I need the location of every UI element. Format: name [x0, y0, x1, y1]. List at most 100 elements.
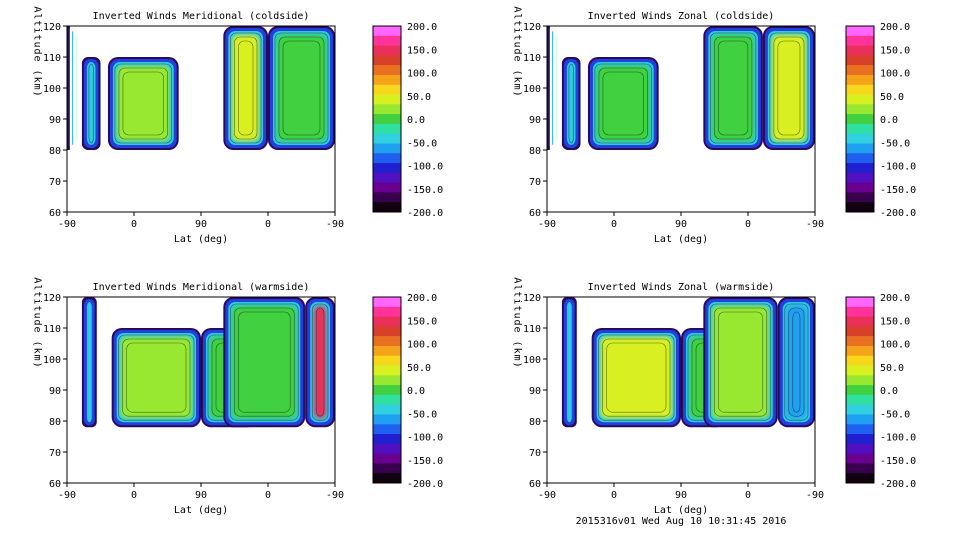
colorbar: 200.0 150.0 100.0 50.0 0.0 -50.0 -100.0 -150.0 -… — [845, 22, 916, 219]
colorbar-swatch — [373, 104, 401, 115]
colorbar-swatch — [373, 153, 401, 164]
colorbar-swatch — [846, 424, 874, 435]
contour-line — [714, 307, 768, 417]
contour-line — [315, 307, 325, 417]
data-region-1 — [547, 26, 557, 150]
colorbar-swatch — [373, 326, 401, 337]
x-tick-label: 0 — [131, 490, 137, 501]
colorbar-swatch — [373, 123, 401, 135]
y-tick-label: 110 — [523, 324, 541, 335]
colorbar-swatch — [846, 202, 874, 213]
colorbar-swatch — [373, 316, 401, 327]
colorbar-swatch — [846, 326, 874, 337]
data-region-5 — [777, 297, 815, 428]
region-band-blue — [69, 28, 70, 148]
contour-line — [230, 303, 299, 421]
colorbar-tick-label: -100.0 — [407, 162, 443, 173]
colorbar-swatch — [846, 316, 874, 327]
y-tick-label: 60 — [49, 208, 61, 219]
data-region-2 — [561, 57, 581, 150]
colorbar-tick-label: 0.0 — [407, 386, 425, 397]
region-band-cyan — [86, 302, 92, 423]
colorbar-tick-label: -150.0 — [407, 456, 443, 467]
colorbar-swatch — [846, 55, 874, 66]
y-axis-label: Altitude (km) — [32, 6, 43, 97]
colorbar-swatch — [373, 404, 401, 415]
contour-line — [122, 338, 191, 417]
colorbar-swatch — [846, 172, 874, 184]
colorbar-tick-label: -200.0 — [407, 208, 443, 219]
x-tick-label: 0 — [611, 490, 617, 501]
data-region-1 — [81, 297, 97, 428]
region-core — [771, 35, 806, 141]
x-tick-label: 90 — [675, 219, 687, 230]
colorbar-tick-label: -150.0 — [407, 185, 443, 196]
colorbar-tick-label: -100.0 — [880, 433, 916, 444]
contour-line — [606, 342, 667, 413]
y-tick-label: 110 — [43, 53, 61, 64]
region-core — [116, 66, 170, 141]
y-axis-label: Altitude (km) — [512, 6, 523, 97]
chart-title: Inverted Winds Zonal (coldside) — [588, 11, 775, 22]
data-region-5 — [762, 26, 815, 150]
region-core — [596, 66, 650, 141]
colorbar-swatch — [373, 345, 401, 357]
colorbar-swatch — [846, 404, 874, 415]
colorbar-tick-label: 50.0 — [407, 92, 431, 103]
colorbar-tick-label: 200.0 — [407, 22, 437, 33]
x-axis-label: Lat (deg) — [174, 234, 228, 245]
y-tick-label: 90 — [49, 115, 61, 126]
y-tick-label: 80 — [529, 146, 541, 157]
colorbar-swatch — [846, 114, 874, 125]
region-core — [556, 35, 557, 141]
colorbar-tick-label: 200.0 — [880, 293, 910, 304]
colorbar-tick-label: 150.0 — [407, 45, 437, 56]
colorbar-swatch — [846, 434, 874, 445]
colorbar-swatch — [373, 355, 401, 367]
contour-line — [784, 303, 809, 421]
data-region-2 — [111, 328, 201, 428]
y-tick-label: 80 — [529, 417, 541, 428]
colorbar-tick-label: -200.0 — [407, 479, 443, 490]
y-tick-label: 100 — [523, 84, 541, 95]
colorbar-tick-label: -50.0 — [407, 138, 437, 149]
region-core — [90, 306, 92, 419]
contour-line — [788, 307, 805, 417]
x-tick-label: 0 — [745, 219, 751, 230]
colorbar-tick-label: 200.0 — [880, 22, 910, 33]
colorbar-tick-label: 50.0 — [880, 363, 904, 374]
chart-panel-4: Inverted Winds Zonal (warmside) -90 0 90 0 -9… — [512, 277, 917, 516]
data-region-4 — [703, 297, 778, 428]
colorbar-swatch — [846, 443, 874, 455]
contour-line — [773, 36, 805, 140]
contour-line — [126, 342, 187, 413]
chart-title: Inverted Winds Zonal (warmside) — [588, 282, 775, 293]
y-tick-label: 100 — [43, 355, 61, 366]
colorbar-swatch — [846, 45, 874, 56]
data-region-4 — [223, 26, 268, 150]
data-region-4 — [703, 26, 763, 150]
y-tick-label: 90 — [529, 115, 541, 126]
contour-line — [118, 67, 168, 140]
data-region-5 — [305, 297, 335, 428]
contour-line — [122, 71, 164, 136]
colorbar-swatch — [373, 306, 401, 318]
y-tick-label: 70 — [49, 177, 61, 188]
colorbar-tick-label: 150.0 — [880, 45, 910, 56]
data-region-3 — [107, 57, 179, 150]
colorbar-swatch — [373, 55, 401, 66]
contour-line — [602, 71, 644, 136]
colorbar-tick-label: -100.0 — [407, 433, 443, 444]
colorbar-swatch — [373, 35, 401, 47]
region-core — [232, 35, 259, 141]
chart-title: Inverted Winds Meridional (coldside) — [93, 11, 310, 22]
y-tick-label: 120 — [523, 293, 541, 304]
region-core — [786, 306, 806, 419]
colorbar-swatch — [373, 133, 401, 144]
colorbar-swatch — [846, 35, 874, 47]
x-tick-label: 0 — [611, 219, 617, 230]
contour-line — [114, 63, 172, 144]
y-tick-label: 120 — [523, 22, 541, 33]
colorbar-swatch — [846, 414, 874, 425]
contour-line — [234, 307, 295, 417]
